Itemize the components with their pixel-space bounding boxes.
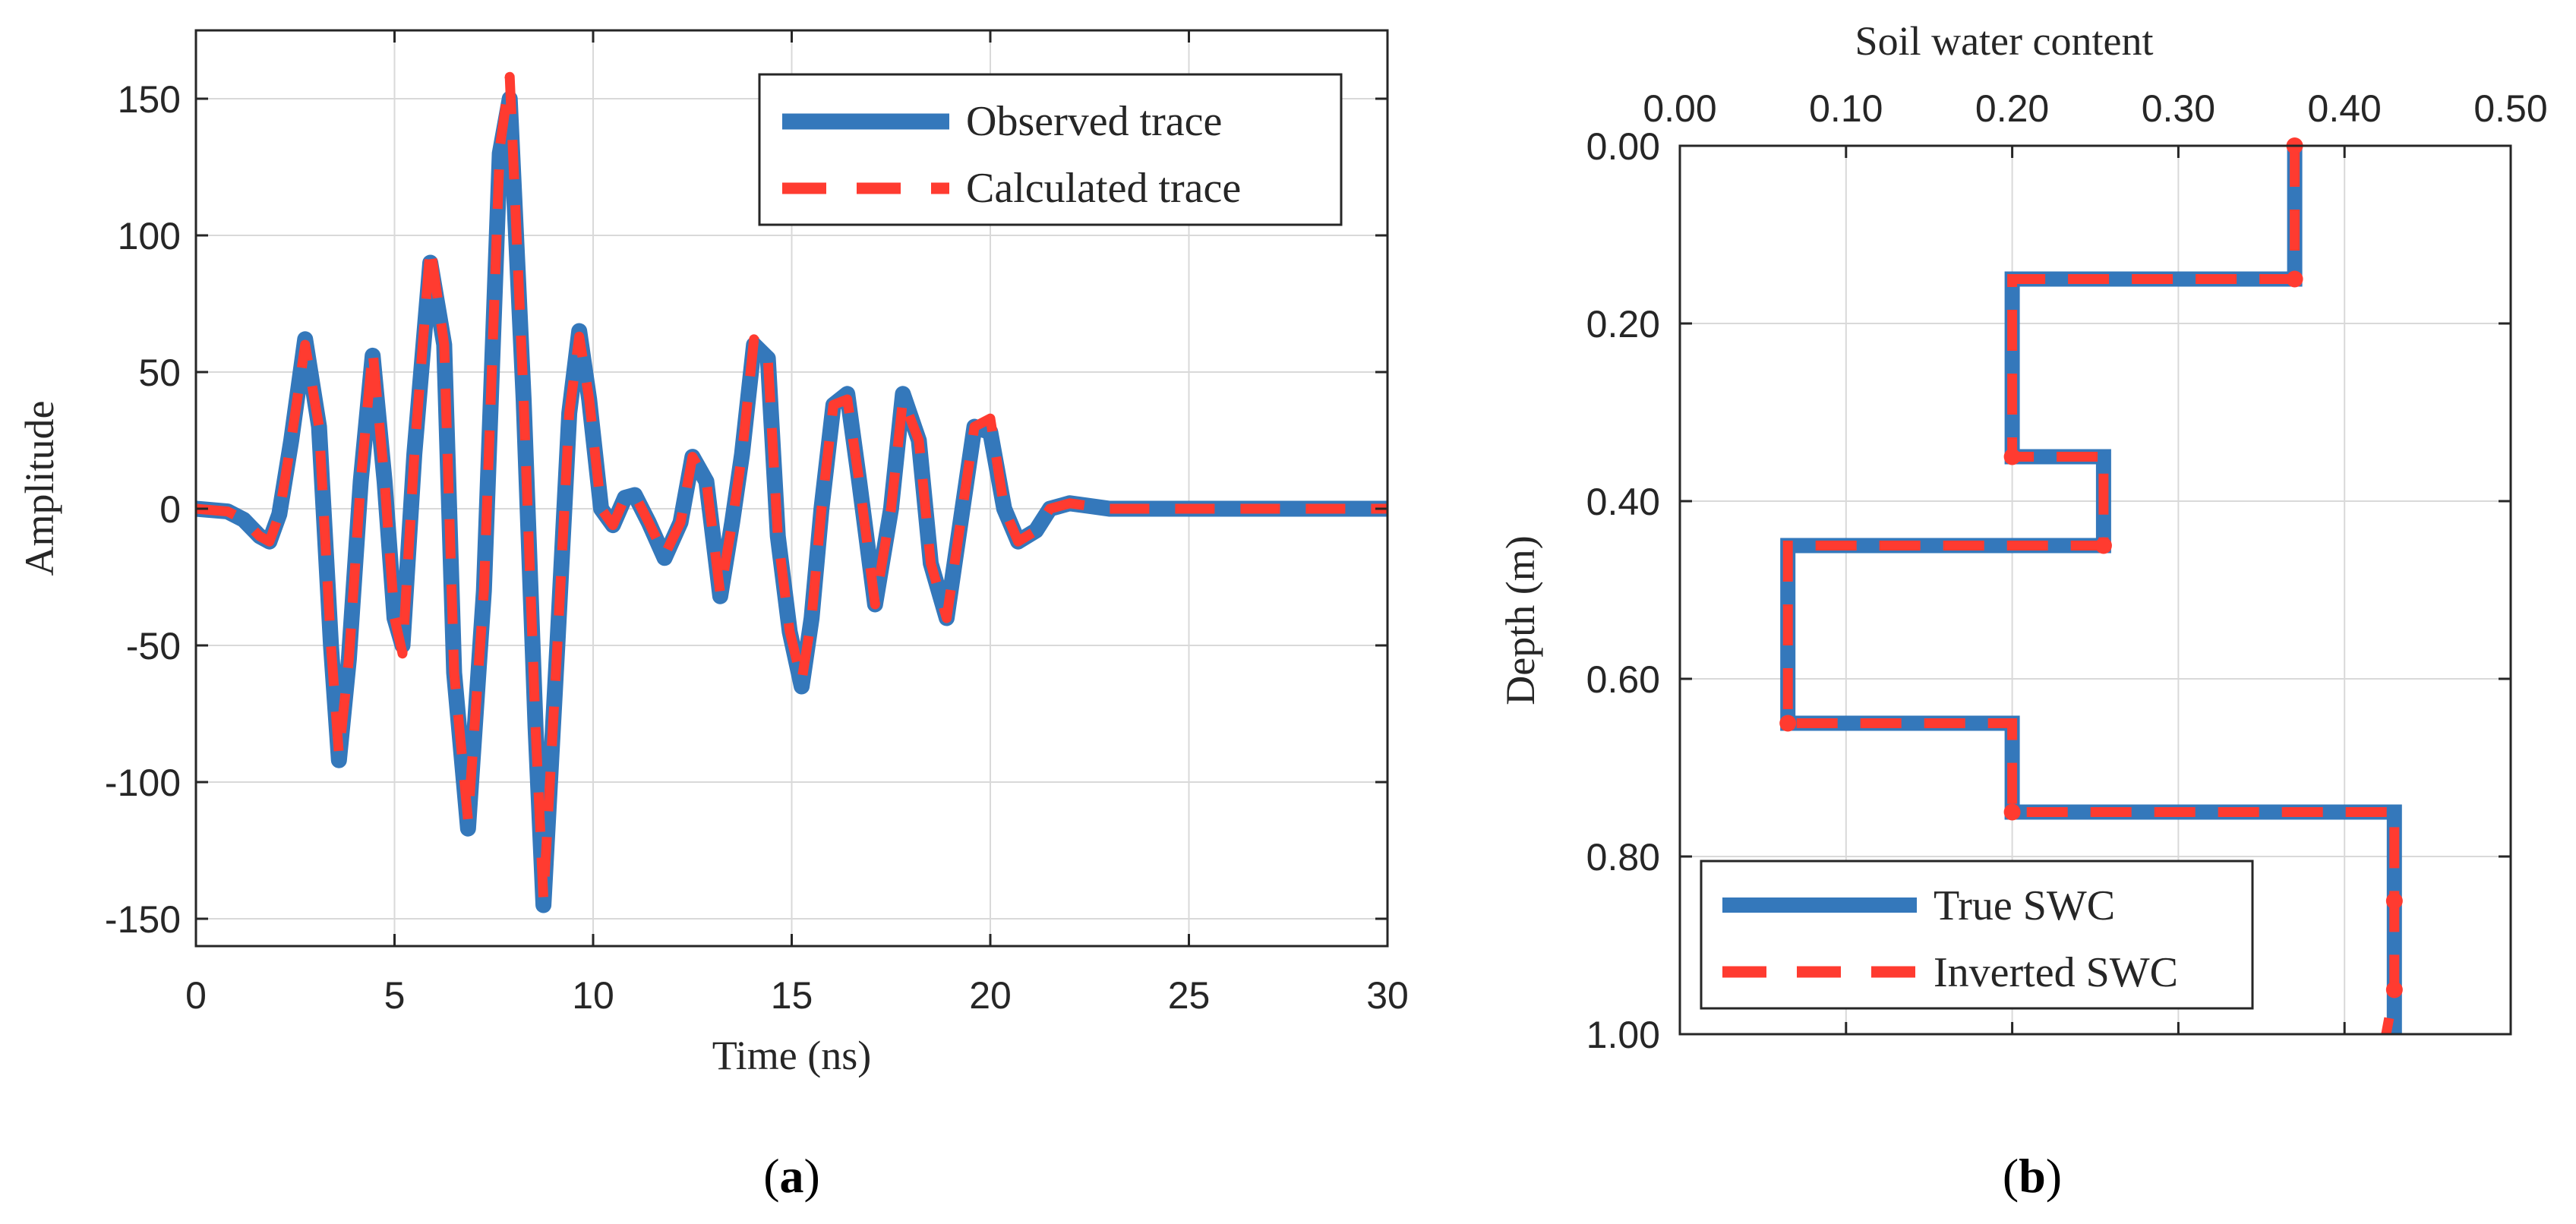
y-tick-label: 0: [159, 488, 181, 531]
series-marker-inverted-swc: [2095, 537, 2112, 554]
series-marker-inverted-swc: [2003, 803, 2021, 821]
x-tick-label: 15: [771, 974, 813, 1017]
legend-box: [758, 73, 1343, 226]
x-tick-label: 20: [969, 974, 1012, 1017]
x-tick-label: 0.00: [1643, 87, 1716, 130]
panel-label-b: (b): [2003, 1149, 2062, 1203]
legend-label-true-swc: True SWC: [1934, 882, 2115, 929]
plot-area-b: [1678, 144, 2512, 1036]
x-tick-label: 0: [185, 974, 207, 1017]
x-tick-label: 0.50: [2473, 87, 2547, 130]
y-axis-label: Amplitude: [17, 401, 62, 576]
y-tick-label: 0.20: [1586, 303, 1660, 345]
legend-box: [1700, 860, 2254, 1010]
x-tick-label: 0.40: [2308, 87, 2382, 130]
x-axis-label: Soil water content: [1855, 18, 2154, 64]
y-axis-label: Depth (m): [1498, 535, 1543, 705]
y-tick-label: 0.40: [1586, 481, 1660, 523]
y-tick-label: 0.60: [1586, 658, 1660, 701]
legend-label-observed-trace: Observed trace: [966, 98, 1222, 145]
series-marker-inverted-swc: [2003, 448, 2021, 465]
y-tick-label: -150: [105, 898, 181, 941]
chart-panel-b: 0.00 0.10 0.20 0.30 0.40 0.50 0.00 0.20 0.40 0.60…: [1498, 18, 2548, 1203]
y-tick-label: 1.00: [1586, 1014, 1660, 1056]
x-tick-label: 25: [1168, 974, 1211, 1017]
x-tick-label: 5: [384, 974, 406, 1017]
x-tick-label: 0.20: [1975, 87, 2049, 130]
legend-label-calculated-trace: Calculated trace: [966, 165, 1241, 212]
y-tick-label: 50: [138, 352, 181, 394]
legend-b: True SWC Inverted SWC: [1700, 860, 2254, 1010]
series-line-inverted-swc: [1782, 146, 2400, 1036]
legend-label-inverted-swc: Inverted SWC: [1934, 949, 2178, 996]
x-tick-label: 0.10: [1809, 87, 1883, 130]
y-tick-label: 0.80: [1586, 836, 1660, 879]
y-tick-label: 150: [118, 78, 181, 121]
series-marker-inverted-swc: [1779, 715, 1797, 732]
y-tick-label: -100: [105, 762, 181, 804]
x-axis-label: Time (ns): [712, 1033, 872, 1078]
panel-label-a: (a): [763, 1149, 820, 1203]
y-tick-label: 100: [118, 215, 181, 257]
x-tick-label: 30: [1366, 974, 1409, 1017]
y-tick-label: -50: [126, 625, 181, 667]
legend-a: Observed trace Calculated trace: [758, 73, 1343, 226]
x-tick-label: 0.30: [2142, 87, 2215, 130]
series-marker-inverted-swc: [2385, 981, 2403, 998]
chart-panel-a: 0 5 10 15 20 25 30 -150 -100 -50 0 50 100 150 Time (ns…: [17, 29, 1409, 1203]
series-marker-inverted-swc: [2286, 270, 2303, 288]
x-tick-label: 10: [572, 974, 614, 1017]
series-marker-inverted-swc: [2385, 892, 2403, 910]
y-tick-label: 0.00: [1586, 125, 1660, 168]
series-line-calculated-trace: [195, 71, 1387, 905]
